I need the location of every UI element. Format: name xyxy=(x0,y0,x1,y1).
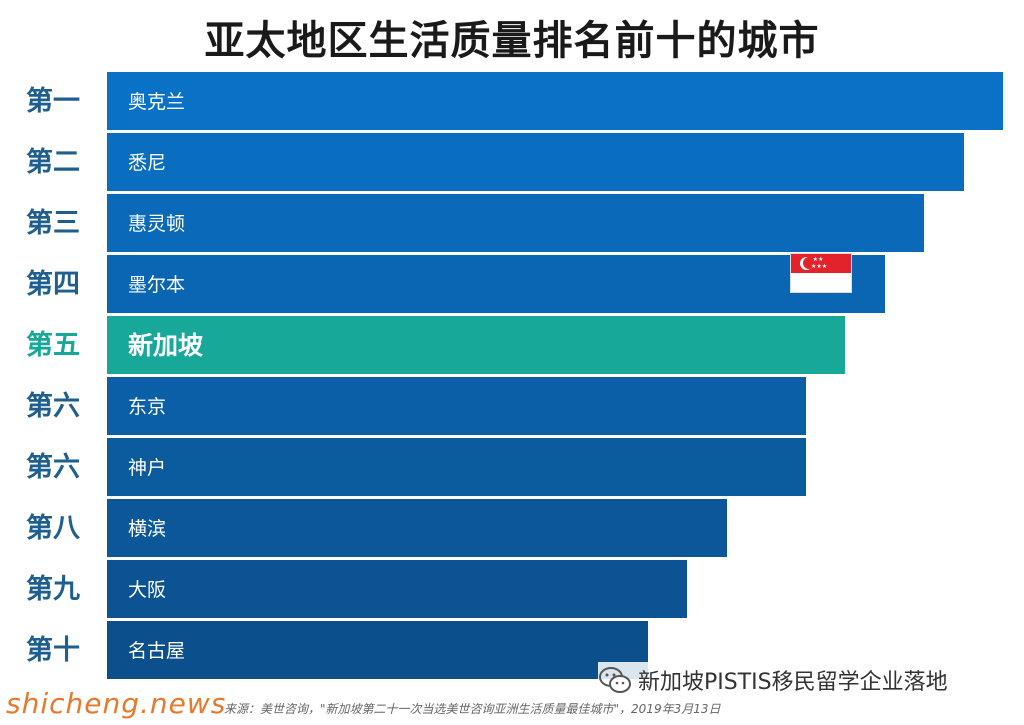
rank-label: 第二 xyxy=(26,147,80,178)
source-note: 来源：美世咨询，"新加坡第二十一次当选美世咨询亚洲生活质量最佳城市"，2019年… xyxy=(224,702,721,716)
singapore-flag-icon: ★★ ★★★ xyxy=(790,253,852,293)
bar-label: 奥克兰 xyxy=(128,91,186,113)
bar-label: 东京 xyxy=(128,396,167,418)
wechat-brand: 新加坡PISTIS移民留学企业落地 xyxy=(598,662,948,698)
chart-title: 亚太地区生活质量排名前十的城市 xyxy=(204,18,820,64)
bar-label: 大阪 xyxy=(128,579,167,601)
bar xyxy=(107,72,1003,130)
bar-chart: 第一 奥克兰 第二 悉尼 第三 惠灵顿 第四 墨尔本 第五 新加坡 第六 东京 第六 神户 第八 横滨 第九 大阪… xyxy=(0,72,1024,682)
bar xyxy=(107,255,885,313)
rank-label: 第八 xyxy=(26,513,80,544)
rank-label: 第一 xyxy=(26,86,80,117)
rank-label: 第三 xyxy=(26,208,80,239)
bar-label: 横滨 xyxy=(128,518,167,540)
bar xyxy=(107,621,648,679)
watermark: shicheng.news xyxy=(6,687,227,720)
bar-label: 悉尼 xyxy=(128,152,167,174)
bar-label: 新加坡 xyxy=(128,331,204,360)
bar xyxy=(107,133,964,191)
bar-label: 惠灵顿 xyxy=(128,213,186,235)
rank-label: 第五 xyxy=(26,330,80,361)
wechat-icon xyxy=(599,667,631,693)
bar xyxy=(107,499,727,557)
bar xyxy=(107,377,806,435)
bar-label: 神户 xyxy=(128,457,167,479)
rank-label: 第九 xyxy=(26,574,80,605)
bar-label: 名古屋 xyxy=(128,640,186,662)
bar xyxy=(107,316,846,374)
rank-label: 第十 xyxy=(26,635,80,666)
bar xyxy=(107,194,925,252)
brand-text: 新加坡PISTIS移民留学企业落地 xyxy=(638,670,948,695)
rank-label: 第六 xyxy=(26,391,80,422)
rank-label: 第四 xyxy=(26,269,80,300)
bar xyxy=(107,438,806,496)
bar-label: 墨尔本 xyxy=(128,274,186,296)
bar xyxy=(107,560,688,618)
rank-label: 第六 xyxy=(26,452,80,483)
